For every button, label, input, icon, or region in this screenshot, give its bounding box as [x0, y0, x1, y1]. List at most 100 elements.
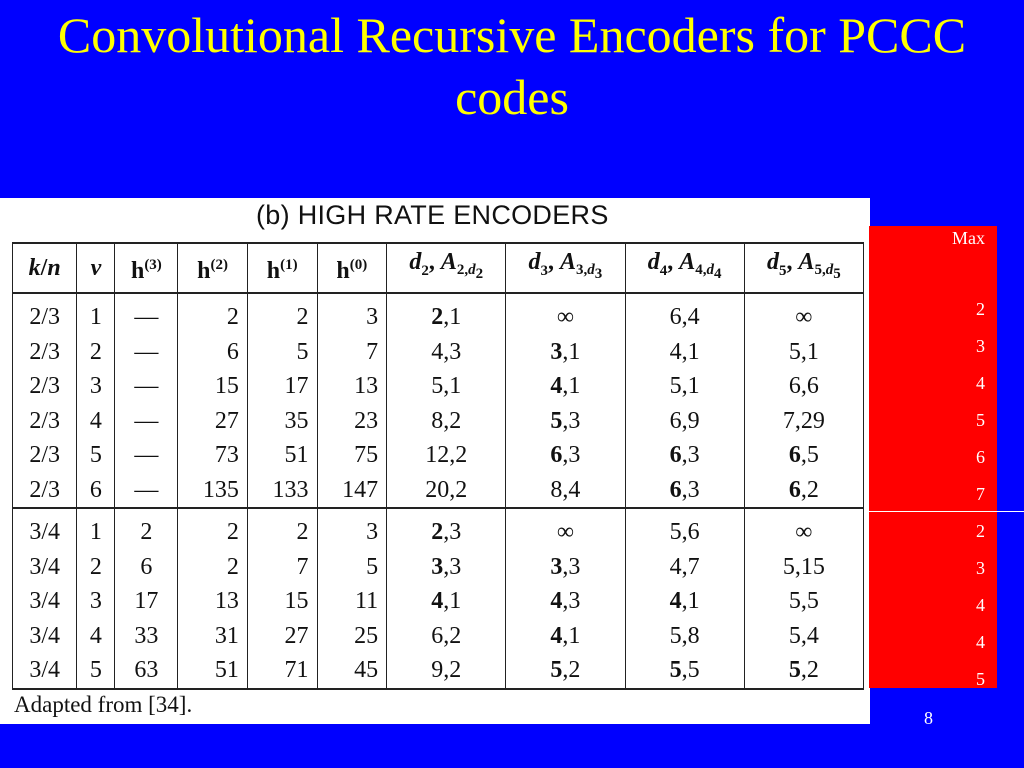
distance-value: 4,3: [431, 338, 462, 365]
cell-h1: 35: [246, 403, 318, 438]
cell-kn: 2/3: [11, 472, 78, 508]
cell-h1: 5: [246, 334, 318, 369]
cell-d3: 8,4: [505, 472, 626, 508]
cell-h2: 2: [177, 549, 248, 584]
cell-d3: 5,3: [505, 403, 626, 438]
cell-d5: 7,29: [743, 403, 865, 438]
cell-kn: 3/4: [11, 618, 78, 653]
cell-h3: 17: [114, 584, 179, 619]
cell-h2: 27: [177, 403, 248, 438]
cell-d2: 20,2: [386, 472, 507, 508]
cell-h0: 75: [316, 438, 388, 473]
table-row: 2/3 2—6 5 7 4,3 3,1 4,1 5,1: [11, 334, 865, 369]
distance-value: ,1: [443, 304, 462, 331]
distance-value: 4,7: [669, 553, 700, 580]
cell-d2: 2,1: [386, 293, 507, 335]
cell-d3: 5,2: [505, 653, 626, 690]
table-row: 2/3 1—2 2 3 2,1 ∞ 6,4 ∞: [11, 293, 865, 335]
distance-value: ,3: [562, 553, 581, 580]
cell-h0: 3: [316, 507, 388, 550]
cell-d5: ∞: [743, 507, 865, 550]
distance-value: 8,4: [550, 476, 581, 503]
table-row: 3/4 2 6 2 7 5 3,3 3,3 4,7 5,15: [11, 549, 865, 584]
cell-d4: 5,8: [624, 618, 745, 653]
table-row: 2/3 3—15 17 13 5,1 4,1 5,1 6,6: [11, 369, 865, 404]
distance-value: 5,8: [669, 622, 700, 649]
distance-value: 5,5: [788, 588, 819, 615]
cell-d3: ∞: [505, 507, 626, 550]
header-h1: h(1): [246, 242, 318, 294]
cell-h0: 11: [316, 584, 388, 619]
table-header-row: k/n v h(3) h(2) h(1) h(0) d2, A2,d2 d3, …: [11, 242, 865, 294]
distance-value: ,2: [800, 476, 819, 503]
header-kn: k/n: [11, 242, 78, 294]
cell-d3: 4,1: [505, 618, 626, 653]
distance-value: 5,1: [431, 373, 462, 400]
max-value: 7: [976, 484, 985, 504]
cell-h3: —: [114, 403, 179, 438]
distance-value: ,3: [681, 476, 700, 503]
bold-distance: 6: [788, 442, 801, 469]
distance-value: ,1: [562, 622, 581, 649]
bold-distance: 3: [550, 553, 563, 580]
cell-v: 3: [76, 584, 116, 619]
cell-d2: 2,3: [386, 507, 507, 550]
table-row: 2/3 4—27 35 23 8,2 5,3 6,9 7,29: [11, 403, 865, 438]
max-value: 6: [976, 447, 985, 467]
cell-h2: 31: [177, 618, 248, 653]
cell-kn: 3/4: [11, 549, 78, 584]
cell-h3: —: [114, 334, 179, 369]
bold-distance: 6: [669, 442, 682, 469]
cell-kn: 3/4: [11, 584, 78, 619]
cell-h3: —: [114, 293, 179, 335]
distance-value: ,2: [800, 657, 819, 684]
cell-d3: ∞: [505, 293, 626, 335]
cell-h0: 5: [316, 549, 388, 584]
distance-value: 6,4: [669, 304, 700, 331]
cell-v: 2: [76, 549, 116, 584]
cell-h3: 6: [114, 549, 179, 584]
cell-d4: 4,1: [624, 584, 745, 619]
table-row: 3/4 3 17 13 15 11 4,1 4,3 4,1 5,5: [11, 584, 865, 619]
distance-value: 6,9: [669, 407, 700, 434]
cell-v: 1: [76, 293, 116, 335]
cell-h0: 13: [316, 369, 388, 404]
distance-value: 20,2: [425, 476, 468, 503]
cell-v: 3: [76, 369, 116, 404]
bold-distance: 2: [431, 304, 444, 331]
bold-distance: 4: [550, 588, 563, 615]
cell-h1: 17: [246, 369, 318, 404]
cell-h1: 2: [246, 507, 318, 550]
cell-d4: 6,9: [624, 403, 745, 438]
cell-h0: 45: [316, 653, 388, 690]
distance-value: ,3: [562, 442, 581, 469]
bold-distance: 5: [550, 407, 563, 434]
cell-d3: 3,1: [505, 334, 626, 369]
header-h2: h(2): [177, 242, 248, 294]
group-divider-line: [869, 511, 1024, 512]
cell-d5: 6,5: [743, 438, 865, 473]
distance-value: ,1: [681, 588, 700, 615]
cell-d4: 6,3: [624, 472, 745, 508]
cell-d4: 6,3: [624, 438, 745, 473]
cell-d5: 5,4: [743, 618, 865, 653]
distance-value: ,3: [443, 519, 462, 546]
cell-h1: 71: [246, 653, 318, 690]
page-number: 8: [924, 708, 933, 728]
distance-value: 4,1: [669, 338, 700, 365]
cell-v: 5: [76, 438, 116, 473]
distance-value: 7,29: [782, 407, 825, 434]
bold-distance: 4: [550, 373, 563, 400]
distance-value: ,3: [562, 407, 581, 434]
cell-kn: 2/3: [11, 438, 78, 473]
max-value: 5: [976, 410, 985, 430]
cell-v: 4: [76, 618, 116, 653]
cell-d2: 4,1: [386, 584, 507, 619]
distance-value: 12,2: [425, 442, 468, 469]
cell-h2: 13: [177, 584, 248, 619]
distance-value: ∞: [556, 519, 574, 546]
distance-value: ,3: [443, 553, 462, 580]
cell-d3: 6,3: [505, 438, 626, 473]
distance-value: ,1: [443, 588, 462, 615]
source-credit: Adapted from [34].: [14, 692, 193, 717]
